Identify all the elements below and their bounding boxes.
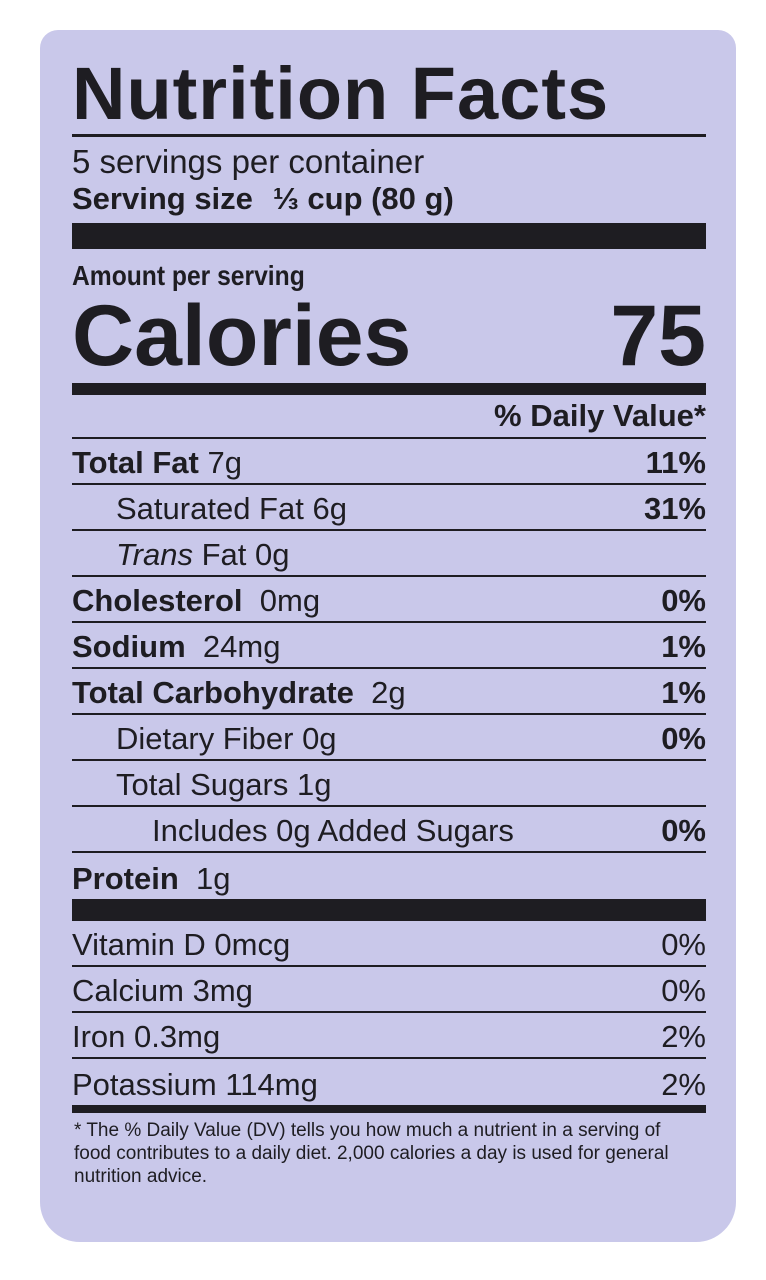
calories-label: Calories bbox=[72, 288, 412, 384]
nutrient-row-sodium: Sodium 24mg 1% bbox=[72, 623, 706, 669]
nutrient-row-added-sugars: Includes 0g Added Sugars 0% bbox=[72, 807, 706, 853]
vitamin-dv: 2% bbox=[661, 1019, 706, 1054]
nutrient-amount: 24mg bbox=[202, 629, 281, 664]
calories-row: Calories 75 bbox=[72, 293, 706, 379]
nutrient-dv: 1% bbox=[661, 675, 706, 710]
nutrient-row-cholesterol: Cholesterol 0mg 0% bbox=[72, 577, 706, 623]
divider-thick bbox=[72, 223, 706, 249]
vitamin-name: Vitamin D 0mcg bbox=[72, 927, 291, 962]
nutrient-row-dietary-fiber: Dietary Fiber 0g 0% bbox=[72, 715, 706, 761]
vitamin-dv: 0% bbox=[661, 973, 706, 1008]
divider-medium bbox=[72, 1105, 706, 1113]
nutrient-row-trans-fat: Trans Fat 0g bbox=[72, 531, 706, 577]
footnote: * The % Daily Value (DV) tells you how m… bbox=[74, 1120, 669, 1187]
vitamin-dv: 0% bbox=[661, 927, 706, 962]
nutrient-name: Total Fat bbox=[72, 445, 199, 480]
serving-size-label: Serving size bbox=[72, 181, 253, 216]
nutrient-amount: 1g bbox=[196, 861, 231, 896]
nutrient-amount: 0g bbox=[302, 721, 337, 756]
vitamin-row: Vitamin D 0mcg 0% bbox=[72, 921, 706, 967]
calories-value: 75 bbox=[610, 288, 706, 384]
nutrient-row-total-carbohydrate: Total Carbohydrate 2g 1% bbox=[72, 669, 706, 715]
nutrient-name-suffix: Fat bbox=[201, 537, 247, 572]
vitamin-name: Iron 0.3mg bbox=[72, 1019, 221, 1054]
vitamin-name: Calcium 3mg bbox=[72, 973, 253, 1008]
nutrient-name: Trans bbox=[116, 537, 193, 572]
nutrient-name: Total Carbohydrate bbox=[72, 675, 354, 710]
nutrient-dv: 0% bbox=[661, 583, 706, 618]
amount-per-serving: Amount per serving bbox=[72, 260, 305, 291]
nutrition-facts-label: Nutrition Facts 5 servings per container… bbox=[40, 30, 736, 1242]
vitamin-row: Potassium 114mg 2% bbox=[72, 1059, 706, 1105]
nutrient-dv: 11% bbox=[645, 445, 706, 480]
nutrient-dv: 0% bbox=[661, 721, 706, 756]
nutrient-amount: 7g bbox=[207, 445, 242, 480]
nutrient-dv: 0% bbox=[661, 813, 706, 848]
serving-size-value: ⅓ cup (80 g) bbox=[272, 181, 454, 216]
divider-thick bbox=[72, 899, 706, 921]
serving-size: Serving size ⅓ cup (80 g) bbox=[72, 181, 706, 217]
nutrient-amount: 0g bbox=[255, 537, 290, 572]
nutrient-dv: 1% bbox=[661, 629, 706, 664]
nutrient-row-saturated-fat: Saturated Fat 6g 31% bbox=[72, 485, 706, 531]
nutrient-amount: 2g bbox=[371, 675, 406, 710]
servings-per-container: 5 servings per container bbox=[72, 143, 425, 180]
nutrient-dv: 31% bbox=[643, 491, 706, 526]
nutrient-amount: 0mg bbox=[259, 583, 321, 618]
nutrient-name: Includes 0g Added Sugars bbox=[152, 813, 514, 848]
nutrient-name: Dietary Fiber bbox=[116, 721, 294, 756]
nutrient-amount: 1g bbox=[296, 767, 332, 802]
vitamin-row: Calcium 3mg 0% bbox=[72, 967, 706, 1013]
vitamin-name: Potassium 114mg bbox=[72, 1067, 318, 1102]
nutrient-amount: 6g bbox=[312, 491, 347, 526]
nutrient-name: Protein bbox=[72, 861, 179, 896]
vitamin-row: Iron 0.3mg 2% bbox=[72, 1013, 706, 1059]
divider-medium bbox=[72, 383, 706, 395]
vitamin-dv: 2% bbox=[661, 1067, 706, 1102]
nutrient-name: Total Sugars bbox=[116, 767, 289, 802]
nutrient-row-protein: Protein 1g bbox=[72, 853, 706, 899]
nutrient-row-total-fat: Total Fat 7g 11% bbox=[72, 439, 706, 485]
nutrient-row-total-sugars: Total Sugars 1g bbox=[72, 761, 706, 807]
nutrient-name: Saturated Fat bbox=[116, 491, 304, 526]
nutrient-name: Sodium bbox=[72, 629, 186, 664]
nutrient-name: Cholesterol bbox=[72, 583, 243, 618]
label-title: Nutrition Facts bbox=[72, 54, 706, 137]
daily-value-header: % Daily Value* bbox=[72, 395, 706, 439]
